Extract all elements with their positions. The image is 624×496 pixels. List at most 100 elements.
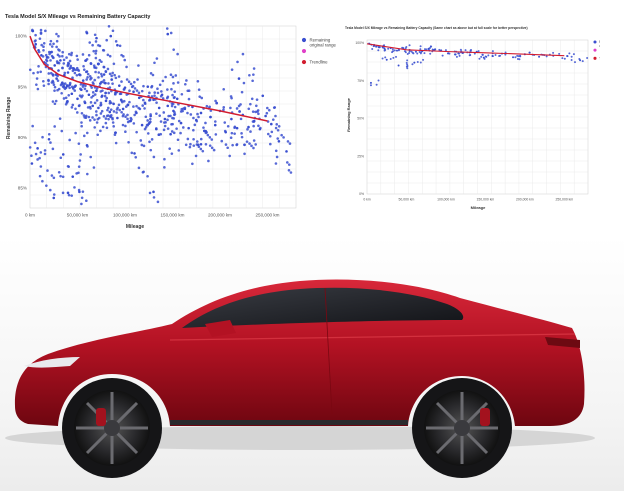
data-point bbox=[149, 114, 152, 118]
data-point-density bbox=[273, 106, 277, 109]
chart-x-ticks: 0 km 50,000 km 100,000 km 150,000 km 200,000… bbox=[363, 197, 573, 201]
data-point-density bbox=[158, 83, 162, 87]
data-point-density bbox=[102, 65, 106, 69]
data-point-density bbox=[247, 107, 251, 111]
data-point-density bbox=[30, 154, 33, 158]
data-point-density bbox=[156, 91, 160, 95]
data-point-density bbox=[45, 58, 48, 62]
data-point-density bbox=[162, 111, 166, 114]
data-point-density bbox=[44, 53, 48, 57]
data-point-density bbox=[406, 67, 409, 70]
data-point-density bbox=[120, 80, 123, 83]
data-point-density bbox=[277, 125, 281, 128]
data-point-density bbox=[171, 93, 174, 97]
data-point-density bbox=[28, 146, 32, 149]
data-point-density bbox=[274, 162, 278, 165]
data-point-density bbox=[57, 171, 61, 174]
data-point-density bbox=[44, 62, 48, 65]
data-point-density bbox=[98, 44, 102, 48]
data-point-density bbox=[77, 188, 81, 192]
red-sedan-illustration bbox=[5, 279, 595, 478]
data-point bbox=[169, 132, 172, 136]
data-point-density bbox=[56, 88, 59, 92]
data-point-density bbox=[64, 103, 68, 106]
data-point-density bbox=[92, 49, 96, 53]
data-point-density bbox=[31, 124, 34, 128]
data-point bbox=[199, 111, 203, 115]
data-point-density bbox=[252, 73, 255, 76]
data-point-density bbox=[205, 104, 209, 108]
data-point-density bbox=[563, 57, 566, 60]
chart-x-ticks: 0 km 50,000 km 100,000 km 150,000 km 200,000… bbox=[25, 213, 280, 218]
data-point bbox=[413, 61, 416, 64]
data-point-density bbox=[59, 156, 63, 160]
data-point-density bbox=[61, 175, 65, 179]
data-point-density bbox=[140, 89, 144, 93]
data-point-density bbox=[170, 152, 174, 155]
data-point-density bbox=[142, 84, 145, 88]
data-point-density bbox=[34, 152, 38, 156]
data-point-density bbox=[222, 108, 225, 112]
data-point-density bbox=[79, 87, 82, 91]
data-point-density bbox=[94, 49, 98, 53]
legend-label: Trendline bbox=[310, 60, 329, 65]
data-point-density bbox=[93, 33, 97, 37]
data-point-density bbox=[377, 79, 380, 82]
data-point-density bbox=[455, 55, 458, 58]
data-point-density bbox=[114, 76, 118, 80]
data-point-density bbox=[59, 174, 62, 178]
data-point-density bbox=[199, 137, 203, 141]
data-point bbox=[66, 71, 70, 74]
data-point bbox=[175, 97, 179, 101]
data-point-density bbox=[570, 55, 573, 58]
data-point-density bbox=[271, 118, 275, 121]
data-point bbox=[395, 49, 398, 52]
data-point-density bbox=[65, 56, 68, 59]
data-point-density bbox=[378, 46, 381, 49]
data-point-density bbox=[50, 174, 54, 177]
data-point-density bbox=[176, 81, 180, 84]
data-point-density bbox=[514, 56, 517, 59]
data-point-density bbox=[487, 54, 490, 57]
data-point-density bbox=[141, 104, 145, 107]
data-point-density bbox=[41, 135, 44, 139]
data-point-density bbox=[163, 166, 166, 169]
data-point-density bbox=[162, 121, 166, 124]
data-point-density bbox=[243, 152, 246, 156]
y-tick-label: 100% bbox=[355, 41, 364, 45]
data-point-density bbox=[115, 111, 118, 114]
data-point-density bbox=[82, 68, 86, 71]
data-point-density bbox=[40, 43, 43, 47]
data-point-density bbox=[408, 51, 411, 54]
data-point-density bbox=[236, 60, 239, 64]
data-point-density bbox=[212, 148, 216, 152]
data-point bbox=[132, 90, 135, 94]
data-point-density bbox=[106, 53, 110, 57]
data-point-density bbox=[159, 132, 163, 136]
data-point-density bbox=[192, 116, 195, 120]
data-point-density bbox=[233, 125, 237, 129]
data-point-density bbox=[61, 50, 65, 54]
data-point-density bbox=[53, 125, 56, 128]
data-point-density bbox=[94, 52, 98, 55]
data-point-density bbox=[95, 121, 99, 124]
data-point-density bbox=[504, 51, 507, 54]
data-point-density bbox=[516, 54, 519, 57]
data-point-density bbox=[104, 91, 108, 95]
data-point-density bbox=[191, 162, 194, 166]
data-point-density bbox=[62, 58, 66, 62]
data-point-density bbox=[196, 80, 200, 83]
chart-title: Tesla Model S/X Mileage vs Remaining Bat… bbox=[345, 26, 528, 30]
data-point-density bbox=[470, 48, 473, 51]
data-point-density bbox=[199, 147, 203, 151]
data-point-density bbox=[381, 57, 384, 60]
legend-label: Remaining bbox=[310, 38, 331, 43]
data-point-density bbox=[102, 49, 106, 52]
data-point-density bbox=[91, 94, 95, 98]
data-point-density bbox=[100, 60, 103, 64]
data-point-density bbox=[87, 53, 91, 57]
data-point-density bbox=[52, 176, 56, 180]
data-point-density bbox=[572, 53, 575, 56]
data-point-density bbox=[105, 126, 109, 130]
